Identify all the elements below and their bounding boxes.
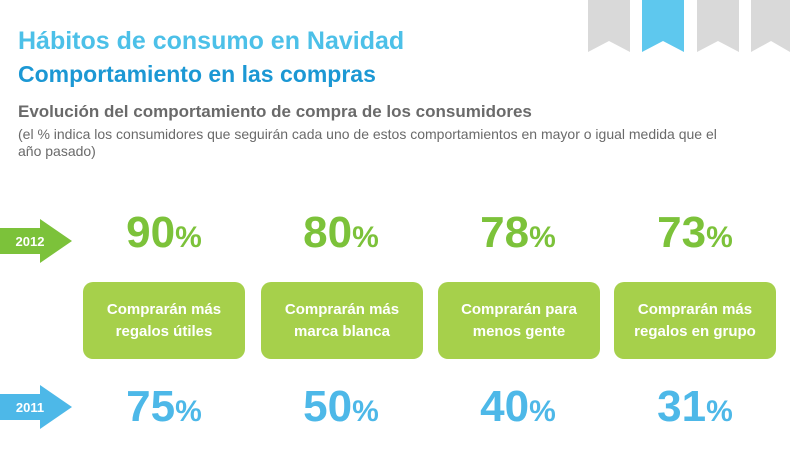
section-note: (el % indica los consumidores que seguir… xyxy=(18,126,717,159)
behavior-card-menos-gente: Comprarán para menos gente xyxy=(438,282,600,359)
pct-2012-menos-gente: 78% xyxy=(480,208,556,257)
pct-2011-regalos-en-grupo: 31% xyxy=(657,382,733,431)
page-title: Hábitos de consumo en Navidad xyxy=(18,27,405,55)
ribbon-tab-1 xyxy=(588,0,630,52)
pct-2012-regalos-utiles: 90% xyxy=(126,208,202,257)
pct-2011-marca-blanca: 50% xyxy=(303,382,379,431)
behavior-card-regalos-utiles: Comprarán más regalos útiles xyxy=(83,282,245,359)
page-subtitle: Comportamiento en las compras xyxy=(18,61,376,87)
ribbon-tab-3 xyxy=(697,0,739,52)
year-label-2011: 2011 xyxy=(16,400,44,415)
behavior-card-marca-blanca: Comprarán más marca blanca xyxy=(261,282,423,359)
year-tag-2011: 2011 xyxy=(0,385,72,429)
behavior-card-regalos-en-grupo: Comprarán más regalos en grupo xyxy=(614,282,776,359)
ribbon-tab-2-active xyxy=(642,0,684,52)
ribbon-tab-4 xyxy=(751,0,790,52)
year-label-2012: 2012 xyxy=(16,234,45,249)
year-tag-2012: 2012 xyxy=(0,219,72,263)
section-heading: Evolución del comportamiento de compra d… xyxy=(18,102,532,121)
pct-2011-menos-gente: 40% xyxy=(480,382,556,431)
pct-2012-marca-blanca: 80% xyxy=(303,208,379,257)
pct-2012-regalos-en-grupo: 73% xyxy=(657,208,733,257)
pct-2011-regalos-utiles: 75% xyxy=(126,382,202,431)
